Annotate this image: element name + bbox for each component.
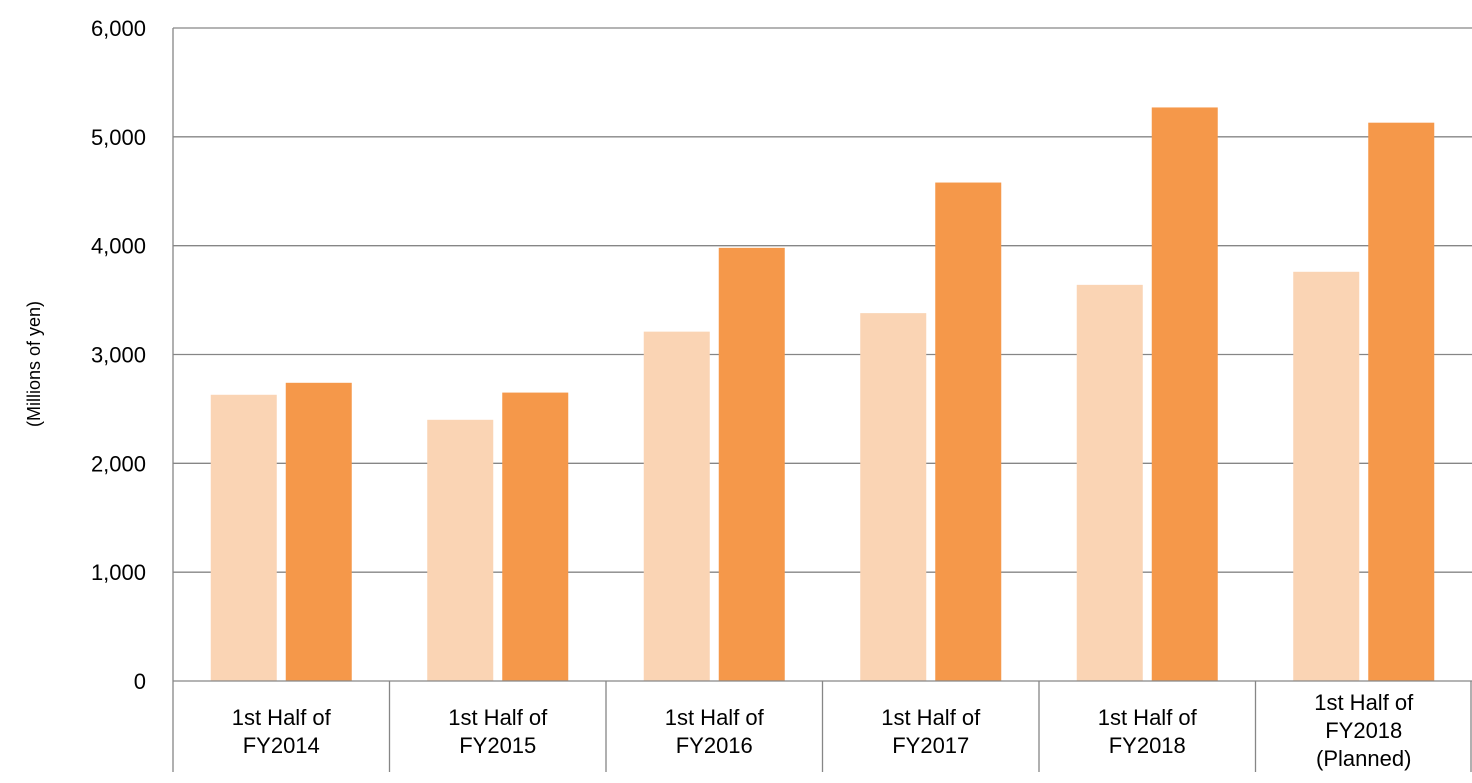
x-tick-label-line: FY2018 — [1109, 733, 1186, 758]
bar-series2-cat3 — [718, 247, 785, 682]
gridlines — [173, 27, 1472, 573]
bar-series1-cat5 — [1076, 284, 1143, 681]
x-tick-label-line: 1st Half of — [881, 705, 981, 730]
x-tick-label: 1st Half of FY2018 (Planned) — [1314, 690, 1414, 771]
x-tick-label-line: FY2016 — [676, 733, 753, 758]
x-tick-label: 1st Half of FY2015 — [448, 705, 548, 758]
bar-series2-cat2 — [502, 392, 569, 681]
y-tick-label: 6,000 — [91, 16, 146, 41]
bar-series1-cat3 — [643, 331, 710, 681]
y-axis-ticks: 0 1,000 2,000 3,000 4,000 5,000 6,000 — [91, 16, 146, 694]
y-tick-label: 1,000 — [91, 560, 146, 585]
x-tick-label-line: FY2015 — [459, 733, 536, 758]
y-tick-label: 0 — [134, 669, 146, 694]
x-tick-label-line: 1st Half of — [1314, 690, 1414, 715]
y-tick-label: 2,000 — [91, 451, 146, 476]
x-tick-label-line: FY2014 — [243, 733, 320, 758]
bar-series1-cat6 — [1293, 271, 1360, 681]
bar-series2-cat6 — [1368, 122, 1435, 681]
x-tick-label: 1st Half of FY2016 — [665, 705, 765, 758]
bar-series2-cat5 — [1151, 107, 1218, 681]
y-tick-label: 5,000 — [91, 125, 146, 150]
y-tick-label: 3,000 — [91, 343, 146, 368]
y-axis-title: (Millions of yen) — [24, 301, 44, 427]
bar-series2-cat4 — [935, 182, 1002, 681]
x-tick-label-line: 1st Half of — [232, 705, 332, 730]
x-tick-label-line: 1st Half of — [665, 705, 765, 730]
x-tick-label: 1st Half of FY2017 — [881, 705, 981, 758]
bar-series1-cat4 — [860, 313, 927, 681]
x-tick-label-line: 1st Half of — [448, 705, 548, 730]
bars — [210, 107, 1435, 682]
x-tick-label: 1st Half of FY2018 — [1098, 705, 1198, 758]
bar-series1-cat2 — [427, 419, 494, 681]
x-tick-label-line: 1st Half of — [1098, 705, 1198, 730]
x-tick-label: 1st Half of FY2014 — [232, 705, 332, 758]
x-tick-label-line: (Planned) — [1316, 746, 1411, 771]
bar-series2-cat1 — [285, 382, 352, 681]
y-tick-label: 4,000 — [91, 234, 146, 259]
x-tick-label-line: FY2018 — [1325, 718, 1402, 743]
bar-series1-cat1 — [210, 394, 277, 681]
x-tick-label-line: FY2017 — [892, 733, 969, 758]
